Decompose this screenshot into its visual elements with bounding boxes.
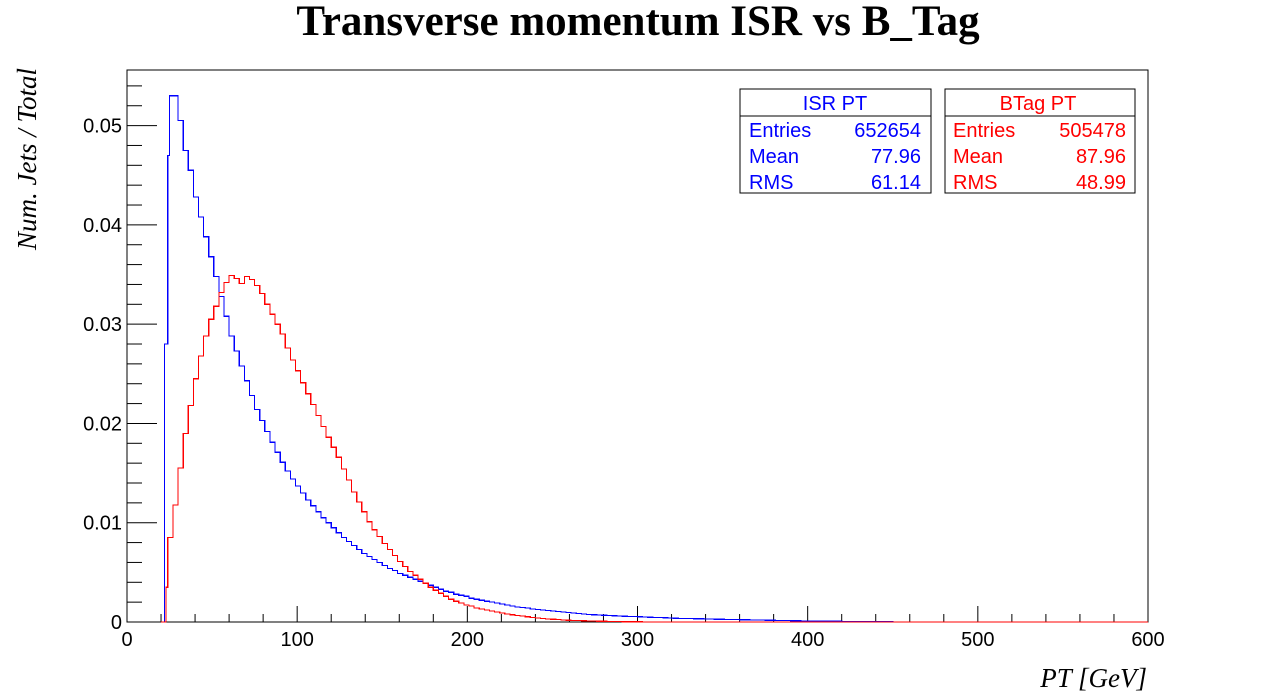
stats-mean-value: 87.96: [1076, 146, 1126, 168]
chart-title: Transverse momentum ISR vs B_Tag: [296, 0, 980, 45]
stats-mean-value: 77.96: [871, 146, 921, 168]
y-axis-title: Num. Jets / Total: [12, 68, 42, 251]
x-tick-label: 200: [451, 629, 484, 651]
x-tick-label: 600: [1131, 629, 1164, 651]
stats-mean-label: Mean: [953, 146, 1003, 168]
x-axis: 0 100 200 300 400 500 600: [121, 606, 1165, 651]
y-tick-label: 0.03: [83, 314, 122, 336]
x-axis-title: PT [GeV]: [1039, 663, 1147, 692]
stats-box-title: BTag PT: [1000, 93, 1077, 115]
y-tick-label: 0.01: [83, 513, 122, 535]
stats-box-frame: [944, 88, 1136, 194]
stats-rms-value: 61.14: [871, 172, 921, 194]
stats-rms-label: RMS: [749, 172, 793, 194]
stats-rms-label: RMS: [953, 172, 997, 194]
stats-box-frame: [739, 88, 932, 194]
x-tick-label: 0: [121, 629, 132, 651]
x-tick-label: 100: [280, 629, 313, 651]
y-tick-label: 0.05: [83, 116, 122, 138]
stats-entries-value: 652654: [854, 120, 921, 142]
y-tick-label: 0: [111, 612, 122, 634]
series-layer: [161, 95, 1148, 623]
y-tick-label: 0.02: [83, 413, 122, 435]
stats-box-isr: ISR PT Entries 652654 Mean 77.96 RMS 61.…: [739, 88, 932, 194]
y-axis: 0 0.01 0.02 0.03 0.04 0.05: [83, 85, 157, 634]
x-tick-label: 300: [621, 629, 654, 651]
x-tick-label: 400: [791, 629, 824, 651]
series-isr-line: [161, 95, 1148, 623]
stats-rms-value: 48.99: [1076, 172, 1126, 194]
stats-entries-label: Entries: [749, 120, 811, 142]
stats-mean-label: Mean: [749, 146, 799, 168]
series-btag-line: [161, 274, 1148, 623]
y-tick-label: 0.04: [83, 215, 122, 237]
stats-entries-label: Entries: [953, 120, 1015, 142]
stats-box-btag: BTag PT Entries 505478 Mean 87.96 RMS 48…: [944, 88, 1136, 194]
stats-entries-value: 505478: [1059, 120, 1126, 142]
stats-box-title: ISR PT: [803, 93, 867, 115]
x-tick-label: 500: [961, 629, 994, 651]
